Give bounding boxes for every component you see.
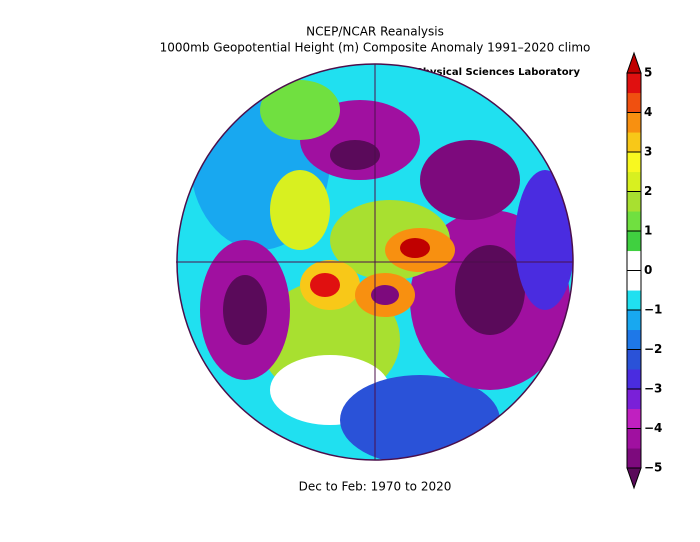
colorbar-tick-label: −4 <box>644 421 662 435</box>
colorbar-tick-label: 4 <box>644 105 652 119</box>
colorbar-tick-label: −1 <box>644 303 662 317</box>
footer: Dec to Feb: 1970 to 2020 <box>299 480 452 494</box>
title: NCEP/NCAR Reanalysis <box>306 25 444 39</box>
colorbar-bin <box>627 132 641 153</box>
colorbar-bin <box>627 231 641 252</box>
colorbar-bin <box>627 448 641 469</box>
colorbar-bin <box>627 270 641 291</box>
colorbar-bin <box>627 211 641 232</box>
colorbar-bin <box>627 329 641 350</box>
colorbar-bin <box>627 191 641 212</box>
colorbar-bin <box>627 171 641 192</box>
colorbar-bin <box>627 369 641 390</box>
colorbar-bin <box>627 428 641 449</box>
colorbar-bin <box>627 152 641 173</box>
colorbar-arrow <box>626 51 642 74</box>
colorbar-bin <box>627 112 641 133</box>
colorbar-bin <box>627 310 641 331</box>
colorbar-tick-label: 0 <box>644 263 652 277</box>
colorbar-tick-label: 3 <box>644 145 652 159</box>
colorbar-bin <box>627 389 641 410</box>
colorbar-bin <box>627 408 641 429</box>
colorbar-tick-label: −2 <box>644 342 662 356</box>
colorbar-tick-label: 2 <box>644 184 652 198</box>
colorbar-bin <box>627 250 641 271</box>
colorbar-tick-label: 1 <box>644 224 652 238</box>
colorbar-tick-label: −3 <box>644 382 662 396</box>
colorbar-tick-label: −5 <box>644 461 662 475</box>
colorbar-tick-label: 5 <box>644 66 652 80</box>
colorbar-bin <box>627 349 641 370</box>
colorbar-arrow <box>626 467 642 490</box>
colorbar-bin <box>627 73 641 94</box>
colorbar-bin <box>627 92 641 113</box>
colorbar-bin <box>627 290 641 311</box>
subtitle: 1000mb Geopotential Height (m) Composite… <box>160 41 591 55</box>
colorbar: −5 −4 −3 −2 −1 0 1 2 3 4 5 <box>626 51 662 490</box>
credit: NOAA Physical Sciences Laboratory <box>380 67 581 78</box>
